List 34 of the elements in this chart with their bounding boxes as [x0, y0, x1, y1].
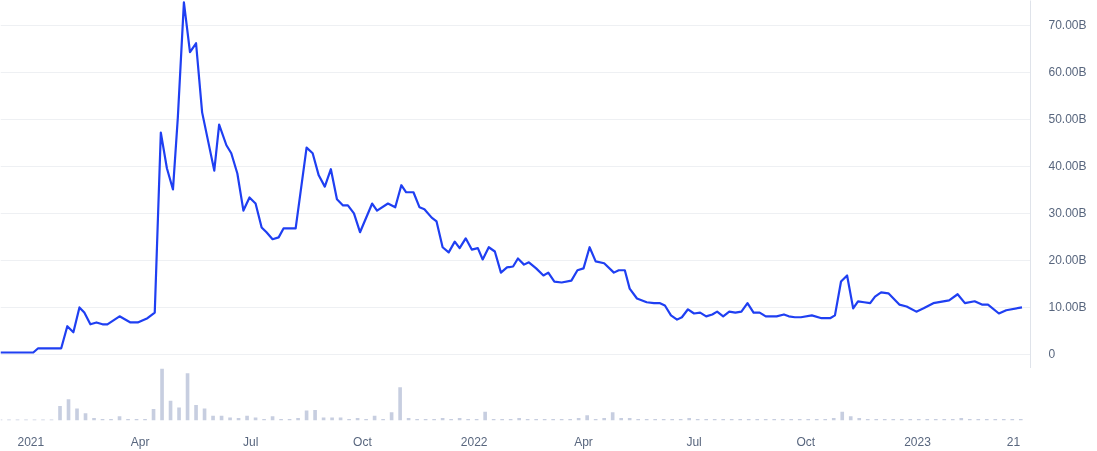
bar [177, 407, 181, 421]
bar [840, 411, 845, 421]
x-tick-label: Jul [686, 434, 702, 449]
bar [160, 368, 164, 421]
bar [245, 415, 249, 421]
bar [483, 411, 487, 421]
bar [228, 417, 232, 421]
bar [75, 408, 79, 421]
bar [330, 417, 334, 421]
y-tick-label: 70.00B [1048, 18, 1087, 33]
x-tick-label: Oct [353, 434, 373, 449]
bar [211, 415, 215, 421]
y-tick-label: 60.00B [1048, 65, 1087, 80]
bar [313, 410, 317, 421]
y-tick-label: 30.00B [1048, 206, 1087, 221]
x-tick-label: 2022 [460, 434, 488, 449]
bar [194, 404, 198, 421]
bar [58, 405, 62, 421]
x-tick-label: Apr [130, 434, 150, 449]
bar [848, 416, 853, 421]
line-series [0, 1, 1024, 354]
y-tick-label: 20.00B [1048, 253, 1087, 268]
x-tick-label: 21 [1006, 434, 1021, 449]
x-tick-label: 2023 [904, 434, 932, 449]
x-tick-label: Oct [796, 434, 816, 449]
y-tick-label: 40.00B [1048, 159, 1087, 174]
y-tick-label: 0 [1048, 347, 1056, 362]
x-tick-label: Apr [574, 434, 593, 449]
y-tick-label: 50.00B [1048, 112, 1087, 127]
x-tick-label: Jul [243, 434, 259, 449]
bar [398, 387, 402, 421]
bar [585, 415, 589, 421]
x-tick-label: 2021 [17, 434, 45, 449]
y-tick-label: 10.00B [1048, 300, 1087, 315]
